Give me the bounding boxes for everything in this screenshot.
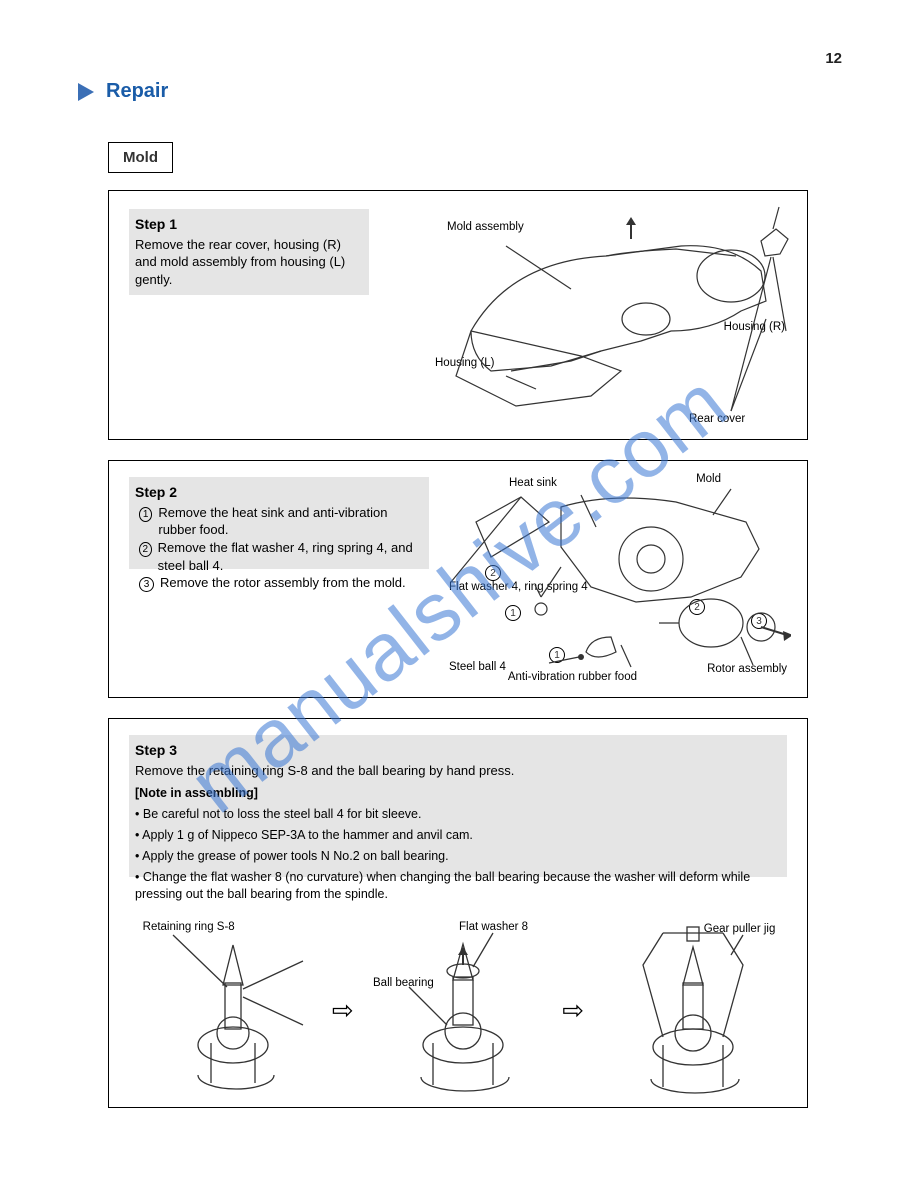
step2-item1-text: Remove the heat sink and anti-vibration … bbox=[158, 504, 423, 539]
step2-item3-num: 3 bbox=[139, 577, 154, 592]
step1-title: Step 1 bbox=[135, 215, 363, 234]
step1-instruction-box: Step 1 Remove the rear cover, housing (R… bbox=[129, 209, 369, 295]
step2-item2-text: Remove the flat washer 4, ring spring 4,… bbox=[158, 539, 423, 574]
step3-subdiagram-a: Retaining ring S-8 bbox=[143, 925, 313, 1095]
section-heading-title: Repair bbox=[106, 80, 168, 103]
section-heading: Repair bbox=[78, 80, 168, 103]
step2-title: Step 2 bbox=[135, 483, 423, 502]
step3-note-title: [Note in assembling] bbox=[135, 785, 781, 802]
step3-subdiagram-c: Gear puller jig bbox=[603, 925, 773, 1095]
step2-item3-text: Remove the rotor assembly from the mold. bbox=[160, 574, 406, 592]
sequence-arrow-icon-1: ⇨ bbox=[332, 995, 354, 1026]
step2-list: 1 Remove the heat sink and anti-vibration… bbox=[139, 504, 423, 592]
panel-step-3: Step 3 Remove the retaining ring S-8 and… bbox=[108, 718, 808, 1108]
step2-instruction-box: Step 2 1 Remove the heat sink and anti-vi… bbox=[129, 477, 429, 569]
triangle-icon bbox=[78, 83, 94, 101]
label-ball-bearing: Ball bearing bbox=[373, 977, 434, 989]
step2-diagram bbox=[431, 467, 791, 691]
label-retaining-ring: Retaining ring S-8 bbox=[143, 921, 235, 933]
step3-note1: • Be careful not to loss the steel ball … bbox=[135, 806, 781, 823]
step1-body: Remove the rear cover, housing (R) and m… bbox=[135, 236, 363, 289]
step2-item2-num: 2 bbox=[139, 542, 152, 557]
step3-note3: • Apply the grease of power tools N No.2… bbox=[135, 848, 781, 865]
page-number: 12 bbox=[825, 50, 842, 67]
step3-diagram-strip: Retaining ring S-8 ⇨ Flat washer 8 Ball … bbox=[109, 925, 807, 1095]
sequence-arrow-icon-2: ⇨ bbox=[562, 995, 584, 1026]
label-flat-washer-8: Flat washer 8 bbox=[459, 921, 528, 933]
panel-step-2: Step 2 1 Remove the heat sink and anti-vi… bbox=[108, 460, 808, 698]
step1-diagram bbox=[431, 201, 791, 431]
step3-body: Remove the retaining ring S-8 and the ba… bbox=[135, 762, 781, 780]
label-gear-puller-jig: Gear puller jig bbox=[704, 923, 776, 935]
step3-instruction-box: Step 3 Remove the retaining ring S-8 and… bbox=[129, 735, 787, 877]
panel-step-1: Step 1 Remove the rear cover, housing (R… bbox=[108, 190, 808, 440]
mold-section-label: Mold bbox=[108, 142, 173, 173]
step2-item1-num: 1 bbox=[139, 507, 152, 522]
step3-subdiagram-b: Flat washer 8 Ball bearing bbox=[373, 925, 543, 1095]
step3-note2: • Apply 1 g of Nippeco SEP-3A to the ham… bbox=[135, 827, 781, 844]
step3-title: Step 3 bbox=[135, 741, 781, 760]
step3-note4: • Change the flat washer 8 (no curvature… bbox=[135, 869, 781, 903]
